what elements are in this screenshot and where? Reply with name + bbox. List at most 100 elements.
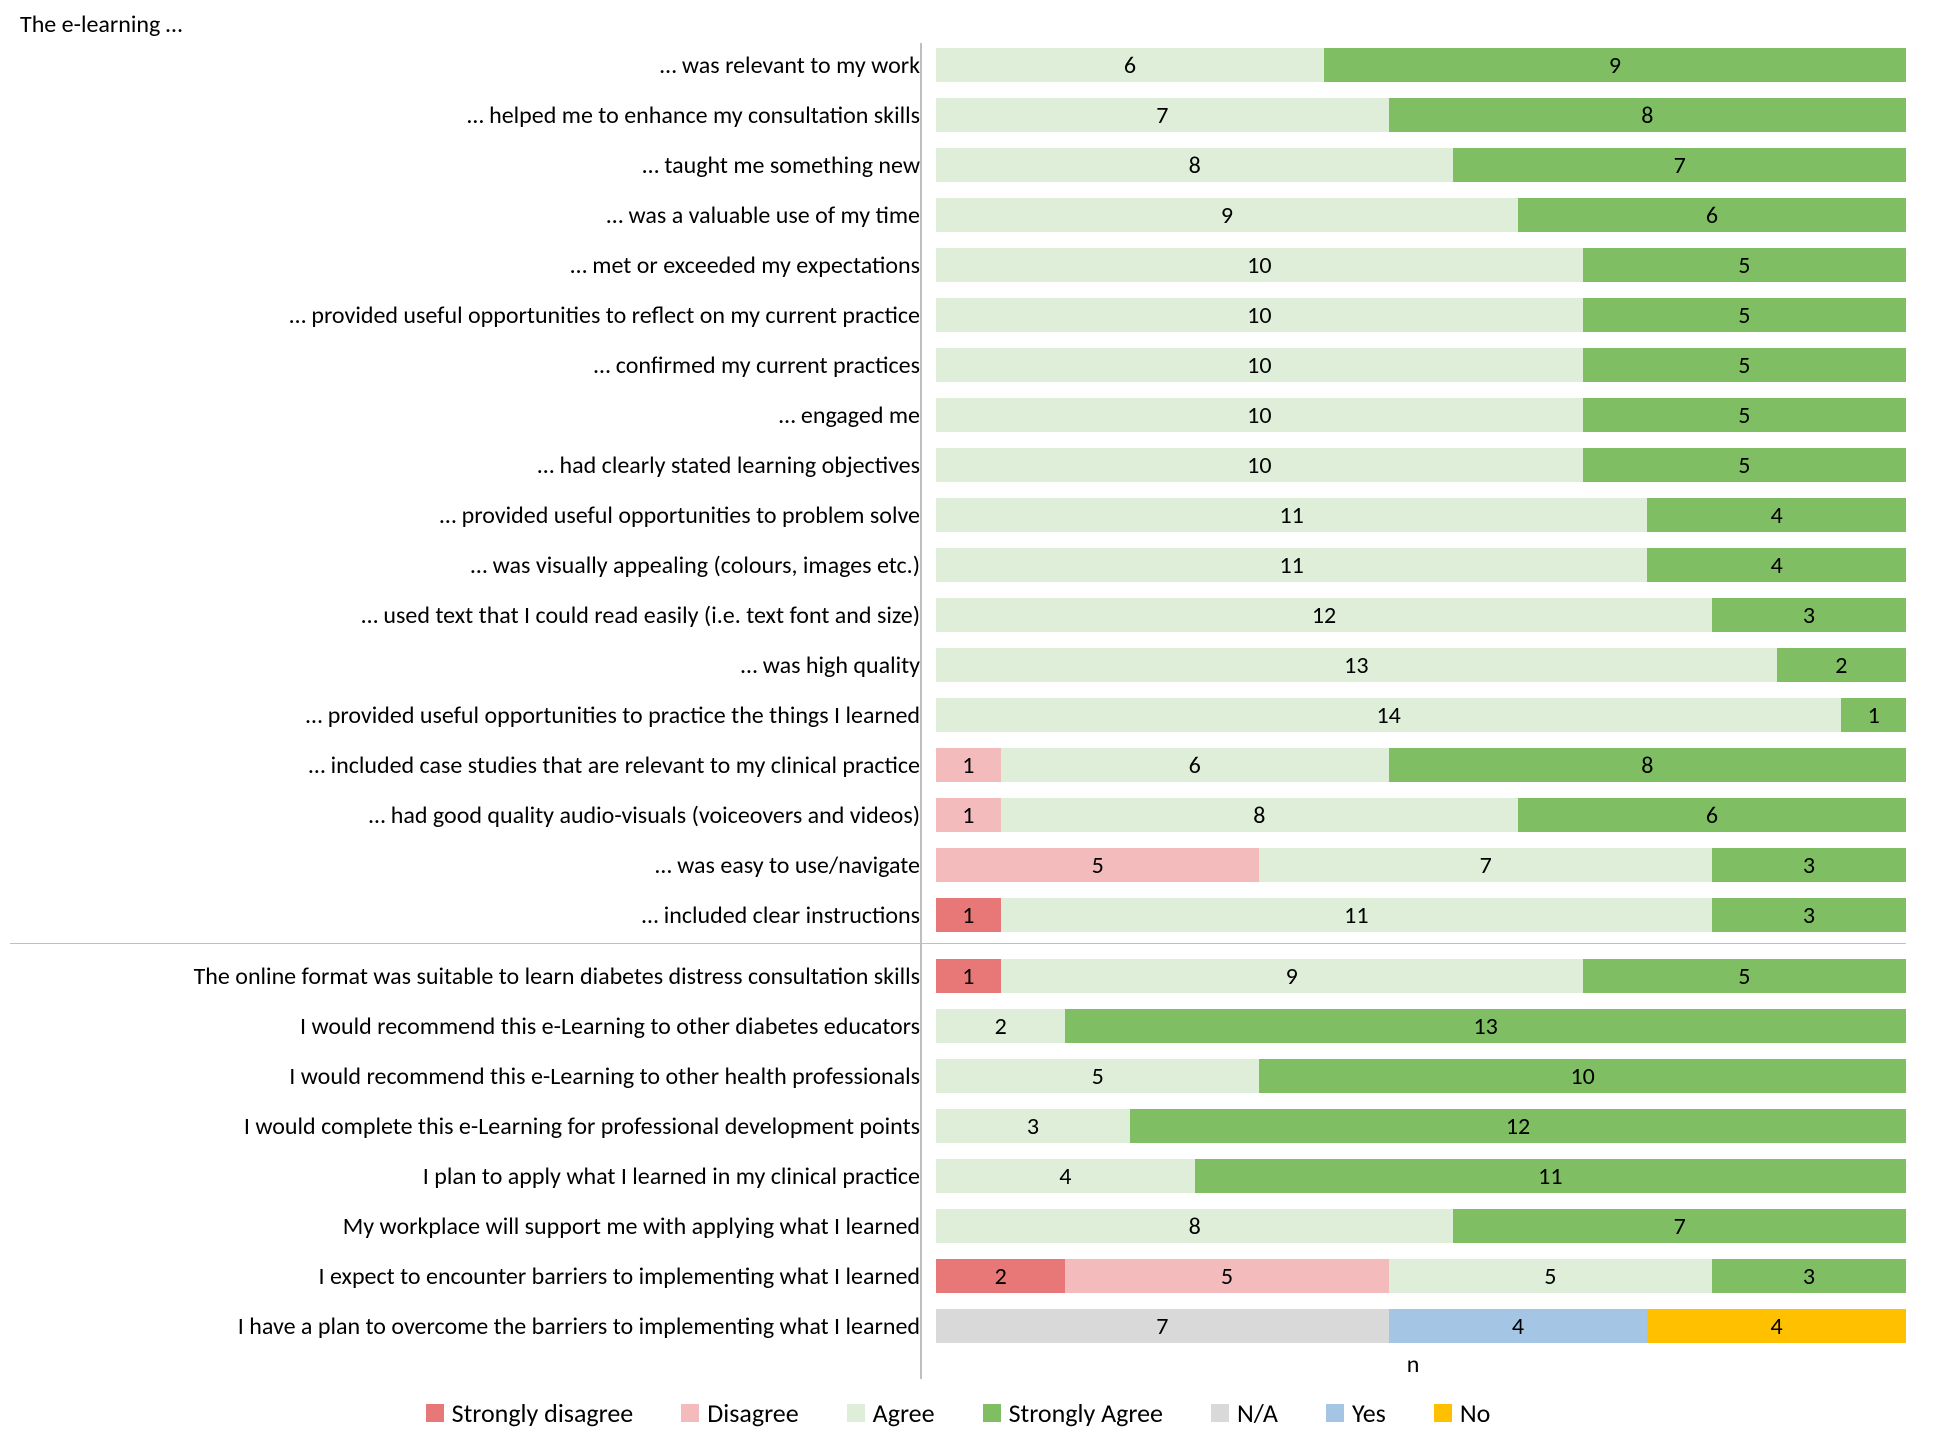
- x-axis-area: n: [10, 1350, 1906, 1379]
- bar-segment-agree: 2: [936, 1009, 1065, 1043]
- bar-segment-agree: 10: [936, 248, 1583, 282]
- legend-label: Disagree: [707, 1397, 798, 1429]
- chart-row: … was relevant to my work69: [10, 43, 1906, 87]
- bar-track: 96: [936, 198, 1906, 232]
- bar-segment-agree: 10: [936, 448, 1583, 482]
- bar-segment-agree: 3: [936, 1109, 1130, 1143]
- bar-segment-agree: 11: [1001, 898, 1712, 932]
- chart-row: … provided useful opportunities to refle…: [10, 293, 1906, 337]
- bar-segment-strongly_agree: 7: [1453, 148, 1906, 182]
- bar-segment-agree: 12: [936, 598, 1712, 632]
- row-label: … helped me to enhance my consultation s…: [10, 101, 936, 130]
- bar-segment-disagree: 5: [936, 848, 1259, 882]
- bar-segment-strongly_agree: 7: [1453, 1209, 1906, 1243]
- bar-track: 1113: [936, 898, 1906, 932]
- bar-track: 114: [936, 498, 1906, 532]
- row-label: My workplace will support me with applyi…: [10, 1212, 936, 1241]
- bar-track: 105: [936, 348, 1906, 382]
- bar-segment-agree: 11: [936, 498, 1647, 532]
- chart-row: … included clear instructions1113: [10, 893, 1906, 937]
- bar-track: 744: [936, 1309, 1906, 1343]
- row-label: … provided useful opportunities to probl…: [10, 501, 936, 530]
- legend-label: N/A: [1237, 1397, 1278, 1429]
- bar-track: 105: [936, 248, 1906, 282]
- bar-segment-agree: 5: [936, 1059, 1259, 1093]
- bar-segment-agree: 4: [936, 1159, 1195, 1193]
- bar-segment-strongly_agree: 5: [1583, 398, 1906, 432]
- chart-row: I would recommend this e-Learning to oth…: [10, 1004, 1906, 1048]
- bar-track: 132: [936, 648, 1906, 682]
- bar-track: 573: [936, 848, 1906, 882]
- bar-track: 87: [936, 148, 1906, 182]
- row-label: I would complete this e-Learning for pro…: [10, 1112, 936, 1141]
- row-label: … had good quality audio-visuals (voiceo…: [10, 801, 936, 830]
- bar-segment-strongly_agree: 6: [1518, 198, 1906, 232]
- chart-row: … was visually appealing (colours, image…: [10, 543, 1906, 587]
- row-label: … taught me something new: [10, 151, 936, 180]
- chart-row: … provided useful opportunities to pract…: [10, 693, 1906, 737]
- bar-segment-agree: 8: [1001, 798, 1518, 832]
- bar-segment-agree: 5: [1389, 1259, 1712, 1293]
- legend-swatch: [426, 1404, 444, 1422]
- bar-segment-strongly_disagree: 2: [936, 1259, 1065, 1293]
- chart-row: … had good quality audio-visuals (voiceo…: [10, 793, 1906, 837]
- row-label: … was visually appealing (colours, image…: [10, 551, 936, 580]
- bar-track: 123: [936, 598, 1906, 632]
- bar-segment-agree: 6: [1001, 748, 1389, 782]
- row-label: I plan to apply what I learned in my cli…: [10, 1162, 936, 1191]
- legend-label: Agree: [873, 1397, 935, 1429]
- bar-track: 87: [936, 1209, 1906, 1243]
- bar-segment-strongly_agree: 4: [1647, 498, 1906, 532]
- bar-track: 411: [936, 1159, 1906, 1193]
- legend-label: No: [1460, 1397, 1491, 1429]
- bar-track: 105: [936, 298, 1906, 332]
- bar-track: 312: [936, 1109, 1906, 1143]
- chart-row: … used text that I could read easily (i.…: [10, 593, 1906, 637]
- bar-segment-strongly_disagree: 1: [936, 959, 1001, 993]
- legend-item-agree: Agree: [847, 1397, 935, 1429]
- row-label: … was high quality: [10, 651, 936, 680]
- chart-row: … included case studies that are relevan…: [10, 743, 1906, 787]
- stacked-bar-chart: The e-learning … … was relevant to my wo…: [0, 0, 1946, 1449]
- row-label: … included case studies that are relevan…: [10, 751, 936, 780]
- chart-row: … was easy to use/navigate573: [10, 843, 1906, 887]
- bar-segment-strongly_agree: 9: [1324, 48, 1906, 82]
- bar-track: 105: [936, 398, 1906, 432]
- bar-segment-no: 4: [1647, 1309, 1906, 1343]
- bar-segment-strongly_agree: 1: [1841, 698, 1906, 732]
- row-label: … met or exceeded my expectations: [10, 251, 936, 280]
- row-label: I have a plan to overcome the barriers t…: [10, 1312, 936, 1341]
- bar-segment-strongly_agree: 6: [1518, 798, 1906, 832]
- chart-row: I would complete this e-Learning for pro…: [10, 1104, 1906, 1148]
- row-label: … confirmed my current practices: [10, 351, 936, 380]
- bar-track: 186: [936, 798, 1906, 832]
- chart-row: … had clearly stated learning objectives…: [10, 443, 1906, 487]
- bar-segment-strongly_agree: 5: [1583, 248, 1906, 282]
- chart-row: … taught me something new87: [10, 143, 1906, 187]
- bar-segment-strongly_agree: 8: [1389, 748, 1906, 782]
- bar-segment-yes: 4: [1389, 1309, 1648, 1343]
- legend-swatch: [1326, 1404, 1344, 1422]
- bar-segment-agree: 13: [936, 648, 1777, 682]
- legend-item-strongly_disagree: Strongly disagree: [426, 1397, 634, 1429]
- chart-row: I plan to apply what I learned in my cli…: [10, 1154, 1906, 1198]
- legend-item-yes: Yes: [1326, 1397, 1386, 1429]
- bar-segment-strongly_agree: 5: [1583, 298, 1906, 332]
- bar-segment-na: 7: [936, 1309, 1389, 1343]
- chart-row: I have a plan to overcome the barriers t…: [10, 1304, 1906, 1348]
- bar-segment-agree: 10: [936, 298, 1583, 332]
- bar-segment-disagree: 1: [936, 798, 1001, 832]
- chart-row: … was high quality132: [10, 643, 1906, 687]
- legend-swatch: [681, 1404, 699, 1422]
- y-axis-line: [920, 43, 922, 1379]
- chart-row: My workplace will support me with applyi…: [10, 1204, 1906, 1248]
- chart-legend: Strongly disagreeDisagreeAgreeStrongly A…: [10, 1397, 1906, 1429]
- bar-segment-strongly_agree: 13: [1065, 1009, 1906, 1043]
- row-label: I would recommend this e-Learning to oth…: [10, 1012, 936, 1041]
- bar-track: 2553: [936, 1259, 1906, 1293]
- bar-track: 510: [936, 1059, 1906, 1093]
- chart-row: … provided useful opportunities to probl…: [10, 493, 1906, 537]
- legend-swatch: [983, 1404, 1001, 1422]
- bar-segment-agree: 7: [1259, 848, 1712, 882]
- bar-track: 69: [936, 48, 1906, 82]
